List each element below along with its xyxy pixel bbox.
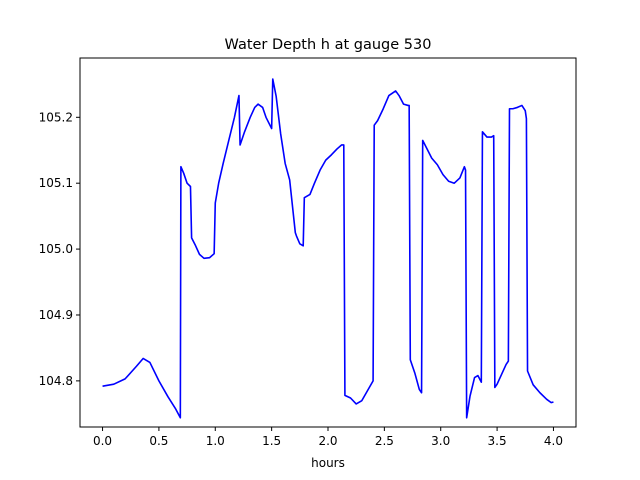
- y-tick-label: 105.2: [39, 110, 73, 124]
- x-tick-label: 4.0: [544, 434, 563, 448]
- chart-title: Water Depth h at gauge 530: [225, 37, 432, 53]
- x-axis-label: hours: [311, 456, 345, 470]
- x-tick-label: 1.0: [206, 434, 225, 448]
- x-tick-label: 0.5: [149, 434, 168, 448]
- x-axis: 0.0 0.5 1.0 1.5 2.0 2.5 3.0 3.5 4.0: [93, 427, 563, 448]
- y-axis: 104.8 104.9 105.0 105.1 105.2: [39, 110, 80, 388]
- y-tick-label: 104.8: [39, 374, 73, 388]
- y-tick-label: 104.9: [39, 308, 73, 322]
- series-line: [102, 78, 554, 419]
- x-tick-label: 3.0: [431, 434, 450, 448]
- y-tick-label: 105.0: [39, 242, 73, 256]
- x-tick-label: 3.5: [488, 434, 507, 448]
- series-layer: [102, 78, 554, 419]
- x-tick-label: 2.0: [318, 434, 337, 448]
- y-tick-label: 105.1: [39, 176, 73, 190]
- x-tick-label: 2.5: [375, 434, 394, 448]
- x-tick-label: 0.0: [93, 434, 112, 448]
- x-tick-label: 1.5: [262, 434, 281, 448]
